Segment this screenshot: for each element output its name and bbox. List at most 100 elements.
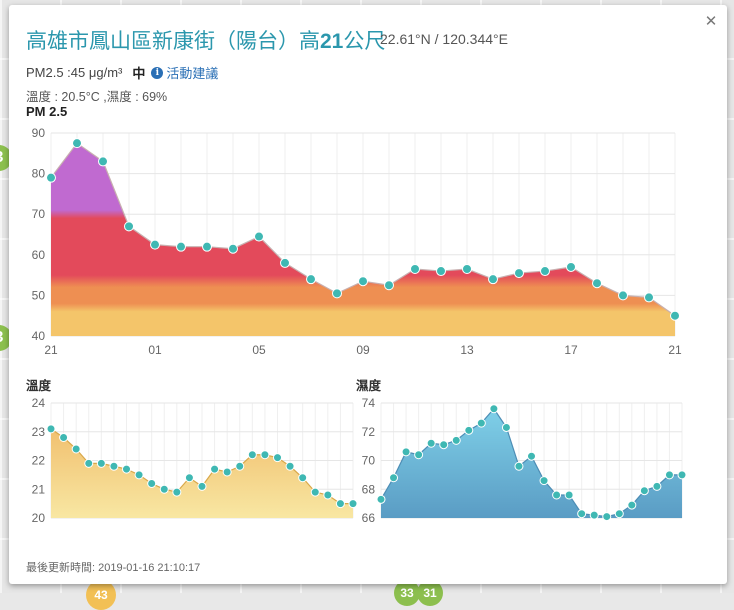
y-tick-label: 70 — [362, 454, 376, 468]
y-tick-label: 23 — [32, 425, 46, 439]
data-point — [46, 424, 56, 434]
x-tick-label: 21 — [44, 343, 58, 357]
data-point — [348, 499, 358, 509]
area-fill — [51, 428, 353, 518]
y-tick-label: 40 — [32, 329, 46, 343]
data-point — [176, 241, 186, 252]
data-point — [96, 458, 106, 468]
data-point — [501, 422, 511, 432]
data-point — [306, 274, 316, 285]
data-point — [439, 440, 449, 450]
data-point — [310, 487, 320, 497]
data-point — [514, 268, 524, 279]
y-tick-label: 50 — [32, 288, 46, 302]
data-point — [410, 264, 420, 275]
data-point — [664, 470, 674, 480]
data-point — [464, 425, 474, 435]
data-point — [552, 490, 562, 500]
map-marker[interactable]: 43 — [86, 580, 116, 610]
data-point — [280, 257, 290, 268]
data-point — [577, 509, 587, 519]
data-point — [184, 473, 194, 483]
data-point — [462, 264, 472, 275]
y-tick-label: 74 — [362, 396, 376, 410]
data-point — [652, 481, 662, 491]
info-icon[interactable]: i — [151, 66, 164, 79]
y-tick-label: 68 — [362, 482, 376, 496]
y-tick-label: 20 — [32, 511, 46, 525]
close-icon[interactable]: ✕ — [704, 13, 718, 30]
data-point — [614, 509, 624, 519]
station-height: 21 — [320, 30, 344, 53]
data-point — [335, 499, 345, 509]
last-updated: 最後更新時間: 2019-01-16 21:10:17 — [26, 562, 201, 574]
data-point — [124, 221, 134, 232]
data-point — [376, 494, 386, 504]
y-tick-label: 22 — [32, 454, 46, 468]
y-tick-label: 21 — [32, 482, 46, 496]
x-tick-label: 05 — [252, 343, 266, 357]
data-point — [627, 500, 637, 510]
activity-advice-link[interactable]: 活動建議 — [166, 66, 219, 81]
data-point — [150, 239, 160, 250]
data-point — [260, 450, 270, 460]
station-coords: 22.61°N / 120.344°E — [380, 31, 508, 47]
data-point — [332, 288, 342, 299]
y-tick-label: 70 — [32, 207, 46, 221]
area-fill — [381, 408, 682, 518]
data-point — [273, 453, 282, 463]
data-point — [172, 487, 182, 497]
data-point — [592, 278, 602, 289]
data-point — [98, 156, 108, 167]
x-tick-label: 01 — [148, 343, 162, 357]
data-point — [109, 461, 119, 471]
data-point — [235, 461, 245, 471]
temp-chart-label: 溫度 — [26, 379, 52, 393]
data-point — [254, 231, 264, 242]
data-point — [589, 510, 599, 520]
data-point — [602, 512, 612, 522]
data-point — [540, 266, 550, 277]
data-point — [414, 450, 424, 460]
y-tick-label: 60 — [32, 248, 46, 262]
data-point — [488, 274, 498, 285]
data-point — [476, 418, 486, 428]
weather-summary: 溫度 : 20.5°C ,濕度 : 69% — [26, 90, 168, 104]
data-point — [159, 484, 169, 494]
x-tick-label: 17 — [564, 343, 578, 357]
data-point — [210, 464, 220, 474]
x-tick-label: 13 — [460, 343, 474, 357]
data-point — [566, 261, 576, 272]
data-point — [285, 461, 295, 471]
data-point — [84, 458, 94, 468]
data-point — [539, 476, 549, 486]
data-point — [644, 292, 654, 303]
data-point — [639, 486, 649, 496]
series-line — [380, 407, 682, 518]
data-point — [71, 444, 81, 454]
station-title: 高雄市鳳山區新康街（陽台）高21公尺 — [26, 30, 386, 53]
data-point — [670, 310, 680, 321]
pm-summary: PM2.5 :45 μg/m³ 中 i 活動建議 — [26, 63, 218, 82]
y-tick-label: 80 — [32, 167, 46, 181]
data-point — [358, 276, 368, 287]
data-point — [122, 464, 131, 474]
y-tick-label: 72 — [362, 425, 376, 439]
data-point — [677, 470, 687, 480]
data-point — [247, 450, 257, 460]
x-tick-label: 21 — [668, 343, 682, 357]
data-point — [72, 138, 82, 149]
pm-level: 中 — [132, 66, 146, 81]
data-point — [222, 467, 232, 477]
data-point — [298, 473, 308, 483]
y-tick-label: 90 — [32, 126, 46, 140]
data-point — [426, 438, 436, 448]
pm-value: PM2.5 :45 μg/m³ — [26, 65, 123, 80]
data-point — [46, 172, 56, 183]
data-point — [451, 435, 461, 445]
data-point — [564, 490, 574, 500]
data-point — [134, 470, 144, 480]
hum-chart-label: 濕度 — [356, 379, 382, 393]
x-tick-label: 09 — [356, 343, 370, 357]
pm-chart: 40 50 60 70 80 90 21 01 05 09 13 17 21 — [32, 126, 682, 357]
